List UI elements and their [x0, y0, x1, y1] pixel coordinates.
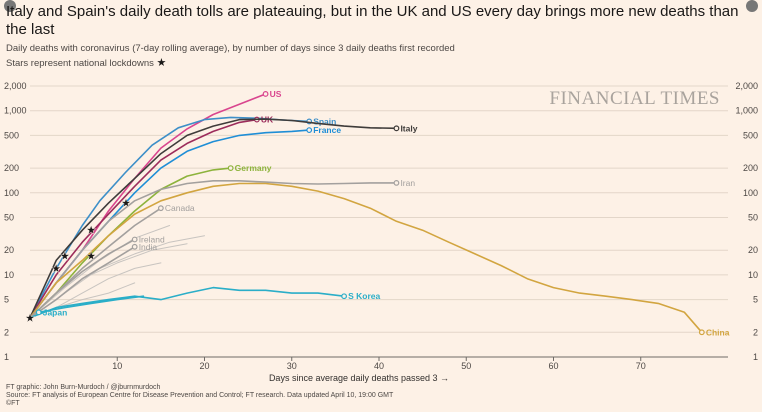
- lockdown-star-icon: ★: [25, 311, 36, 325]
- series-label-italy: Italy: [400, 123, 417, 133]
- x-tick-label: 50: [461, 361, 471, 371]
- series-line-iran: [29, 180, 398, 319]
- x-tick-label: 10: [112, 361, 122, 371]
- footer-copyright: ©FT: [6, 400, 20, 407]
- lockdown-star-icon: ★: [86, 223, 97, 237]
- series-label-japan: Japan: [43, 307, 68, 317]
- series-endpoint-italy: [393, 125, 400, 132]
- x-tick-label: 60: [548, 361, 558, 371]
- y-tick-label-left: 5: [4, 295, 9, 305]
- y-tick-label-right: 5: [753, 295, 758, 305]
- series-label-india: India: [139, 242, 158, 252]
- chart-subtitle-lockdowns: Stars represent national lockdowns ★: [6, 56, 166, 69]
- series-line-germany: [29, 167, 232, 319]
- y-tick-label-left: 1,000: [4, 106, 27, 116]
- series-endpoint-germany: [227, 165, 234, 171]
- series-line-japan: [37, 295, 145, 314]
- series-line-ireland: [29, 238, 136, 319]
- x-tick-label: 70: [636, 361, 646, 371]
- y-tick-label-right: 1: [753, 352, 758, 362]
- series-label-france: France: [313, 125, 341, 135]
- series-label-canada: Canada: [165, 203, 195, 213]
- window-control-left[interactable]: [4, 0, 16, 12]
- x-axis-label: Days since average daily deaths passed 3…: [269, 373, 449, 383]
- y-tick-label-left: 2: [4, 327, 9, 337]
- y-tick-label-left: 200: [4, 163, 19, 173]
- lockdown-star-icon: ★: [60, 249, 71, 263]
- y-tick-label-left: 50: [4, 213, 14, 223]
- y-tick-label-left: 100: [4, 188, 19, 198]
- series-endpoint-s-korea: [341, 293, 348, 300]
- y-tick-label-left: 20: [4, 245, 14, 255]
- y-tick-label-left: 10: [4, 270, 14, 280]
- series-line-france: [29, 129, 311, 319]
- y-tick-label-right: 1,000: [735, 106, 758, 116]
- star-icon: ★: [156, 57, 167, 69]
- y-tick-label-right: 2,000: [735, 81, 758, 91]
- series-endpoint-china: [698, 329, 705, 336]
- y-tick-label-right: 50: [748, 213, 758, 223]
- chart-subtitle: Daily deaths with coronavirus (7-day rol…: [6, 43, 455, 54]
- series-endpoint-us: [262, 91, 269, 97]
- series-endpoint-india: [131, 243, 138, 250]
- series-label-ireland: Ireland: [139, 234, 165, 244]
- y-tick-label-right: 10: [748, 270, 758, 280]
- series-label-spain: Spain: [313, 116, 336, 126]
- footer-credit: FT graphic: John Burn-Murdoch / @jburnmu…: [6, 384, 161, 391]
- series-line-italy: [29, 118, 398, 319]
- x-tick-label: 30: [287, 361, 297, 371]
- y-tick-label-right: 20: [748, 245, 758, 255]
- series-label-china: China: [706, 327, 730, 337]
- series-endpoint-ireland: [131, 236, 138, 243]
- footer-source: Source: FT analysis of European Centre f…: [6, 392, 394, 399]
- series-line-s-korea: [29, 286, 345, 319]
- lockdown-star-icon: ★: [51, 261, 62, 275]
- series-line-china: [29, 182, 703, 334]
- series-label-s-korea: S Korea: [348, 291, 380, 301]
- y-tick-label-left: 1: [4, 352, 9, 362]
- series-label-iran: Iran: [400, 178, 415, 188]
- lockdown-star-icon: ★: [121, 196, 132, 210]
- window-control-right[interactable]: [746, 0, 758, 12]
- y-tick-label-right: 2: [753, 327, 758, 337]
- y-tick-label-left: 2,000: [4, 81, 27, 91]
- x-tick-label: 40: [374, 361, 384, 371]
- series-label-germany: Germany: [235, 163, 272, 173]
- series-endpoint-japan: [35, 309, 42, 316]
- chart-title: Italy and Spain's daily death tolls are …: [6, 3, 739, 38]
- series-line-background: [29, 235, 205, 319]
- ft-watermark: FINANCIAL TIMES: [549, 88, 720, 109]
- lockdown-star-icon: ★: [86, 249, 97, 263]
- series-endpoint-canada: [157, 205, 164, 212]
- series-label-us: US: [270, 89, 282, 99]
- x-tick-label: 20: [199, 361, 209, 371]
- series-line-india: [29, 246, 136, 319]
- y-tick-label-right: 100: [743, 188, 758, 198]
- series-endpoint-france: [306, 127, 313, 134]
- series-endpoint-iran: [393, 180, 400, 186]
- y-tick-label-right: 200: [743, 163, 758, 173]
- series-line-uk: [29, 118, 258, 319]
- lockdown-note: Stars represent national lockdowns: [6, 58, 154, 69]
- y-tick-label-right: 500: [743, 130, 758, 140]
- y-tick-label-left: 500: [4, 130, 19, 140]
